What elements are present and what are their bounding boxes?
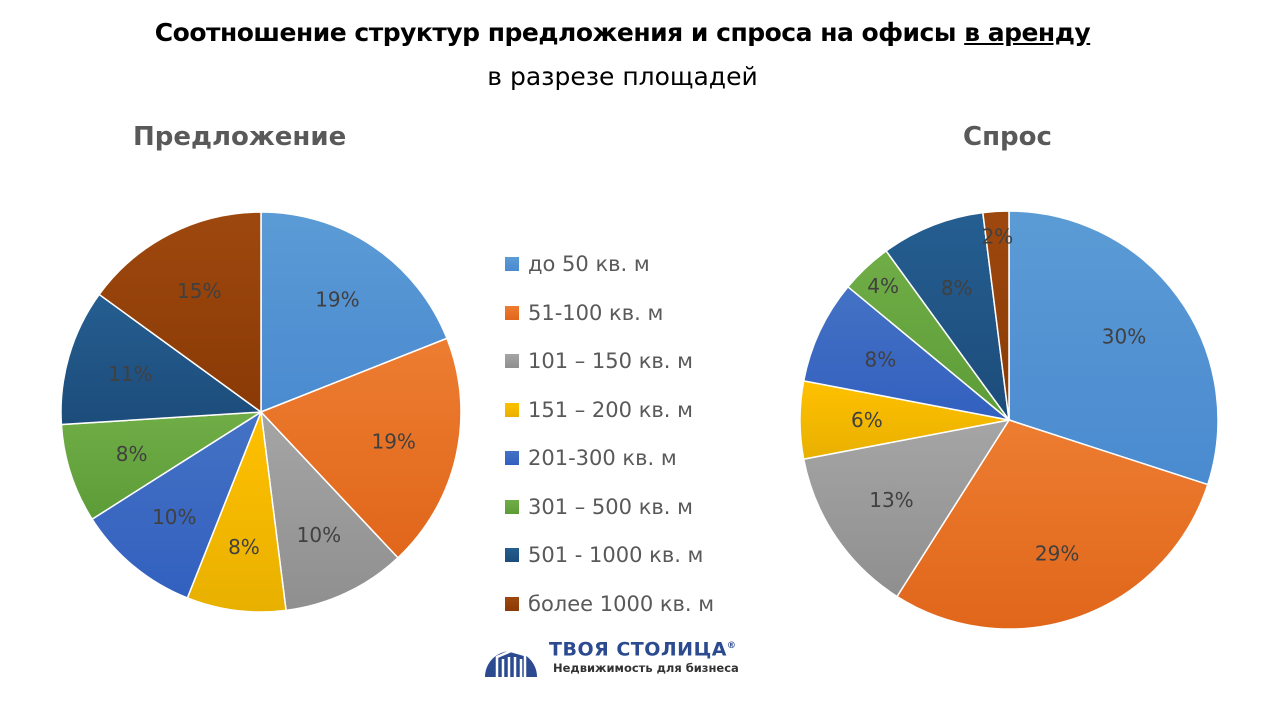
data-label: 29% xyxy=(1035,542,1079,566)
pie-slice xyxy=(91,410,263,599)
supply-pie: 19% 19% 10% 8% 10% 8% 11% 15% xyxy=(60,211,462,613)
logo: ТВОЯ СТОЛИЦА® Недвижимость для бизнеса xyxy=(483,633,739,677)
legend-item: до 50 кв. м xyxy=(505,240,714,289)
pie-slice xyxy=(1008,210,1219,486)
legend-label: 501 - 1000 кв. м xyxy=(528,543,704,568)
legend-label: более 1000 кв. м xyxy=(528,591,715,616)
supply-pie-title: Предложение xyxy=(133,122,347,152)
chart-subtitle: в разрезе площадей xyxy=(487,62,758,91)
legend-swatch xyxy=(505,596,519,611)
data-label: 2% xyxy=(982,224,1014,248)
title-main: Соотношение структур предложения и спрос… xyxy=(154,18,965,47)
data-label: 8% xyxy=(941,276,973,300)
pie-slice xyxy=(802,418,1011,598)
pie-slice xyxy=(802,285,1010,421)
pie-slice xyxy=(186,411,287,613)
legend: до 50 кв. м 51-100 кв. м 101 – 150 кв. м 15… xyxy=(505,240,714,628)
legend-label: 301 – 500 кв. м xyxy=(528,494,693,519)
legend-label: 201-300 кв. м xyxy=(528,446,677,471)
data-label: 19% xyxy=(315,288,359,312)
data-label: 8% xyxy=(116,442,148,466)
logo-building-icon xyxy=(485,649,537,677)
legend-swatch xyxy=(505,354,519,369)
logo-brand: ТВОЯ СТОЛИЦА® xyxy=(549,638,737,661)
data-label: 19% xyxy=(371,430,415,454)
data-label: 10% xyxy=(297,523,341,547)
demand-pie-title: Спрос xyxy=(963,122,1052,152)
title-underlined: в аренду xyxy=(964,18,1091,47)
pie-slice xyxy=(260,211,448,414)
chart-title: Соотношение структур предложения и спрос… xyxy=(0,18,1245,47)
legend-label: до 50 кв. м xyxy=(528,252,650,277)
legend-label: 51-100 кв. м xyxy=(528,300,664,325)
pie-slice xyxy=(259,337,462,559)
legend-item: 101 – 150 кв. м xyxy=(505,337,714,386)
data-label: 8% xyxy=(228,535,260,559)
pie-slice xyxy=(259,409,399,612)
legend-item: более 1000 кв. м xyxy=(505,580,714,629)
legend-item: 201-300 кв. м xyxy=(505,434,714,483)
legend-swatch xyxy=(505,451,519,466)
legend-swatch xyxy=(505,402,519,417)
legend-swatch xyxy=(505,305,519,320)
data-label: 6% xyxy=(851,408,883,432)
legend-item: 501 - 1000 кв. м xyxy=(505,531,714,580)
legend-swatch xyxy=(505,257,519,272)
legend-item: 51-100 кв. м xyxy=(505,289,714,338)
pie-slice xyxy=(60,293,264,426)
legend-item: 301 – 500 кв. м xyxy=(505,483,714,532)
data-label: 8% xyxy=(865,347,897,371)
legend-swatch xyxy=(505,548,519,563)
demand-pie: 30% 29% 13% 6% 8% 4% 8% 2% xyxy=(799,210,1219,630)
data-label: 4% xyxy=(867,274,899,298)
legend-label: 101 – 150 кв. м xyxy=(528,349,693,374)
legend-label: 151 – 200 кв. м xyxy=(528,397,693,422)
data-label: 30% xyxy=(1102,324,1146,348)
data-label: 10% xyxy=(152,505,196,529)
legend-swatch xyxy=(505,499,519,514)
legend-item: 151 – 200 кв. м xyxy=(505,386,714,435)
data-label: 13% xyxy=(869,488,913,512)
pie-slice xyxy=(895,419,1209,630)
data-label: 11% xyxy=(108,362,152,386)
pie-slice xyxy=(98,211,262,414)
data-label: 15% xyxy=(177,279,221,303)
pie-slice xyxy=(981,210,1010,421)
logo-tagline: Недвижимость для бизнеса xyxy=(553,660,739,675)
pie-slice xyxy=(60,411,262,521)
pie-slice xyxy=(885,211,1010,421)
